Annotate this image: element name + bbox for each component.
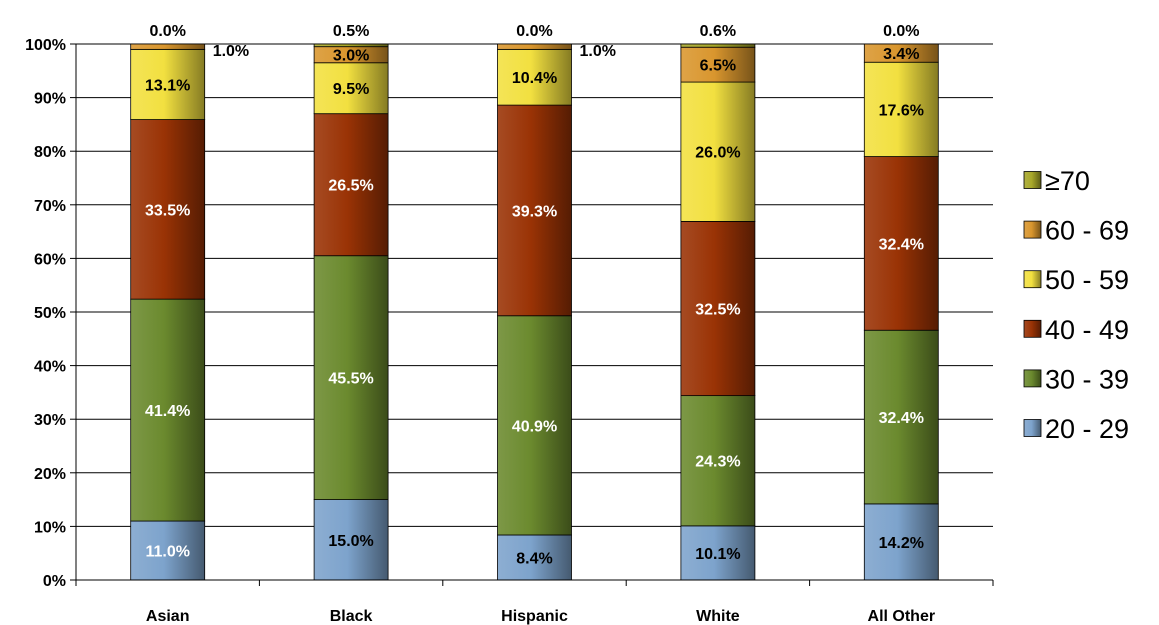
legend-swatch: [1023, 319, 1042, 338]
x-category-label: Asian: [146, 608, 190, 625]
bar-segment: [130, 119, 206, 300]
data-label: 24.3%: [695, 454, 740, 471]
legend-swatch: [1023, 419, 1042, 437]
data-label: 15.0%: [328, 533, 373, 550]
data-label: 40.9%: [512, 418, 557, 435]
bar-segment: [680, 221, 756, 397]
y-tick-label: 20%: [34, 466, 66, 483]
data-label: 32.4%: [879, 236, 924, 253]
y-tick-label: 0%: [43, 573, 66, 590]
bar-segment: [130, 43, 206, 50]
data-label: 32.5%: [695, 302, 740, 319]
bar-segment: [313, 113, 389, 257]
data-label: 3.0%: [333, 48, 369, 65]
y-tick-label: 80%: [34, 144, 66, 161]
data-label: 45.5%: [328, 371, 373, 388]
data-label: 10.4%: [512, 70, 557, 87]
data-label: 41.4%: [145, 403, 190, 420]
legend-label: 30 - 39: [1045, 364, 1129, 394]
bar-segment: [863, 43, 939, 63]
data-label: 0.0%: [516, 23, 552, 40]
bar-segment: [680, 43, 756, 48]
legend-label: 50 - 59: [1045, 265, 1129, 295]
data-label: 33.5%: [145, 202, 190, 219]
data-label: 1.0%: [580, 43, 616, 60]
bar-segment: [863, 329, 939, 505]
data-label: 39.3%: [512, 203, 557, 220]
legend-swatch: [1023, 171, 1042, 189]
legend-swatch: [1023, 270, 1042, 289]
data-label: 9.5%: [333, 81, 369, 98]
bar-segment: [313, 62, 389, 115]
data-label: 26.0%: [695, 145, 740, 162]
bar-segment: [497, 104, 572, 317]
data-label: 26.5%: [328, 178, 373, 195]
legend-label: ≥70: [1045, 166, 1090, 196]
data-label: 3.4%: [883, 46, 919, 63]
data-label: 0.0%: [883, 23, 919, 40]
legend-swatch: [1023, 220, 1042, 239]
bar-segment: [680, 395, 756, 527]
data-label: 0.5%: [333, 23, 369, 40]
data-label: 0.6%: [700, 23, 736, 40]
data-label: 11.0%: [145, 544, 189, 561]
bar-segment: [680, 525, 756, 581]
bar-segment: [497, 315, 572, 536]
data-label: 10.1%: [695, 546, 740, 563]
y-tick-label: 90%: [34, 91, 66, 108]
legend-swatch: [1023, 369, 1042, 388]
x-category-label: White: [696, 608, 740, 625]
data-label: 0.0%: [149, 23, 185, 40]
bar-segment: [497, 48, 572, 106]
bar-segment: [680, 81, 756, 222]
y-tick-label: 50%: [34, 305, 66, 322]
data-label: 6.5%: [700, 58, 736, 75]
legend-label: 40 - 49: [1045, 315, 1129, 345]
y-tick-label: 30%: [34, 412, 66, 429]
data-label: 13.1%: [145, 77, 190, 94]
legend-label: 20 - 29: [1045, 414, 1129, 444]
legend: ≥70 60 - 69 50 - 59 40 - 49 30 - 39 20 - 29: [1023, 166, 1129, 444]
y-axis: 0% 10% 20% 30% 40% 50% 60% 70% 80% 90% 100%: [25, 37, 77, 590]
data-label: 17.6%: [879, 102, 924, 119]
bar-segment: [497, 534, 572, 581]
x-category-label: All Other: [868, 608, 936, 625]
data-label: 14.2%: [879, 535, 924, 552]
bar-segment: [497, 43, 572, 50]
bar-segment: [863, 156, 939, 331]
data-label: 1.0%: [213, 43, 249, 60]
bars: [130, 43, 939, 581]
y-tick-label: 40%: [34, 359, 66, 376]
y-tick-label: 60%: [34, 251, 66, 268]
x-axis: Asian Black Hispanic White All Other: [75, 579, 994, 625]
bar-segment: [313, 255, 389, 501]
bar-segment: [130, 298, 206, 522]
x-category-label: Black: [330, 608, 373, 625]
y-tick-label: 100%: [25, 37, 66, 54]
legend-label: 60 - 69: [1045, 216, 1129, 246]
y-tick-label: 10%: [34, 519, 66, 536]
data-label: 32.4%: [879, 410, 924, 427]
bar-segment: [863, 61, 939, 157]
y-tick-label: 70%: [34, 198, 66, 215]
x-category-label: Hispanic: [501, 608, 568, 625]
bar-segment: [313, 43, 389, 48]
data-labels: 11.0% 41.4% 33.5% 13.1% 1.0% 0.0% 15.0% 45.5% 26…: [145, 23, 924, 567]
data-label: 8.4%: [516, 550, 552, 567]
